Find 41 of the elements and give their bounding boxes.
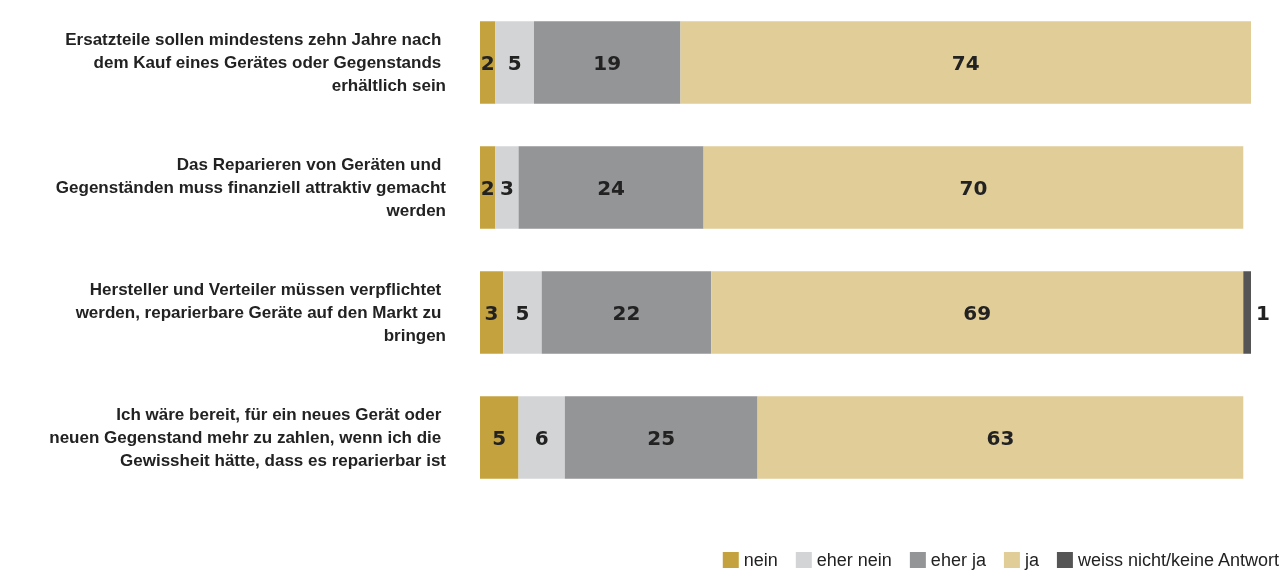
data-label: 69 (963, 300, 992, 325)
bar (480, 271, 504, 354)
y-tick-label: Das Reparieren von Geräten und Gegenständen muss finanziell attraktiv gemacht werden (55, 155, 447, 220)
data-label: 63 (986, 425, 1015, 450)
bar (495, 146, 519, 229)
data-label: 5 (515, 300, 530, 325)
data-label: 6 (534, 425, 549, 450)
data-label: 22 (612, 300, 641, 325)
bar (518, 146, 704, 229)
y-tick-label: Ich wäre bereit, für ein neues Gerät oder neuen Gegenstand mehr zu zahlen, wenn ich die Gewissheit hätte, dass es reparierbar ist (49, 405, 447, 470)
data-label: 5 (492, 425, 507, 450)
bar (564, 396, 758, 479)
bar (757, 396, 1244, 479)
data-label: 1 (1256, 300, 1270, 325)
data-label: 5 (507, 50, 522, 75)
legend-label: nein (743, 550, 778, 570)
bar (495, 21, 534, 104)
data-label: 19 (593, 50, 622, 75)
data-label: 25 (647, 425, 676, 450)
data-label: 74 (951, 50, 980, 75)
data-label: 2 (480, 50, 495, 75)
bar (533, 21, 681, 104)
bar (1243, 271, 1251, 354)
bar (680, 21, 1251, 104)
legend-label: weiss nicht/keine Antwort (1076, 550, 1280, 570)
bar (503, 271, 542, 354)
bar (711, 271, 1244, 354)
data-label: 2 (480, 175, 495, 200)
data-label: 70 (959, 175, 988, 200)
legend-label: eher nein (816, 550, 892, 570)
data-label: 3 (484, 300, 499, 325)
bar (480, 396, 519, 479)
bar (703, 146, 1244, 229)
data-label: 3 (500, 175, 514, 200)
y-tick-label: Hersteller und Verteiler müssen verpflichtet werden, reparierbare Geräte auf den Markt zu bringen (74, 280, 446, 345)
y-tick-label: Ersatzteile sollen mindestens zehn Jahre nach dem Kauf eines Gerätes oder Gegenstands erhältlich sein (65, 30, 446, 95)
bar (518, 396, 565, 479)
legend-label: ja (1023, 550, 1040, 570)
data-label: 24 (597, 175, 625, 200)
bar (541, 271, 712, 354)
legend-label: eher ja (930, 550, 987, 570)
